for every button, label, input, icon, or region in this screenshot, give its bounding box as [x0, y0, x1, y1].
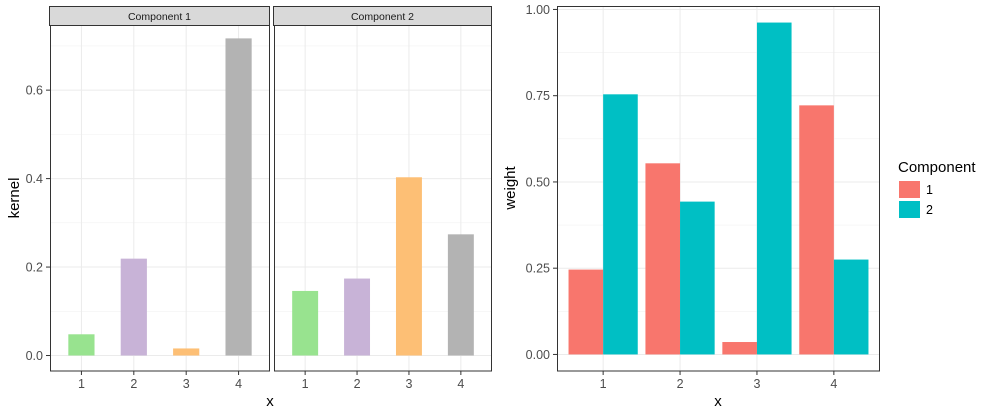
kernel-x-axis-title: x — [266, 393, 274, 410]
x-tick-label: 1 — [302, 377, 309, 391]
bar-series-2-x-1 — [603, 94, 638, 355]
legend-title: Component — [898, 159, 976, 176]
weight-grouped-chart: 1 2 3 4 0.00 0.25 0.50 0.75 1.00 x weight — [502, 3, 880, 410]
bar-component-1-x-3 — [173, 348, 200, 356]
bar-component-2-x-2 — [344, 278, 371, 356]
x-tick-label: 4 — [830, 377, 837, 391]
x-tick-label: 2 — [354, 377, 361, 391]
panel-border — [557, 6, 880, 372]
x-tick-label: 4 — [457, 377, 464, 391]
y-tick-label: 0.50 — [526, 175, 550, 189]
bar-component-1-x-4 — [225, 38, 252, 356]
bar-series-2-x-4 — [833, 259, 869, 355]
y-tick-label: 0.6 — [26, 84, 43, 98]
x-tick-label: 3 — [183, 377, 190, 391]
x-tick-label: 3 — [405, 377, 412, 391]
x-tick-label: 2 — [677, 377, 684, 391]
y-tick-label: 0.00 — [526, 348, 550, 362]
bar-series-1-x-2 — [645, 163, 681, 355]
kernel-y-axis-title: kernel — [6, 178, 23, 219]
legend-key-1 — [899, 181, 920, 198]
x-tick-label: 2 — [130, 377, 137, 391]
bar-component-2-x-1 — [292, 290, 319, 356]
kernel-y-axis: 0.0 0.2 0.4 0.6 — [26, 84, 50, 363]
legend-label-2: 2 — [926, 203, 933, 217]
y-tick-label: 0.0 — [26, 349, 43, 363]
bar-series-2-x-3 — [756, 22, 792, 355]
panel-border — [274, 25, 492, 372]
bar-series-2-x-2 — [680, 201, 715, 355]
bar-component-1-x-2 — [120, 258, 147, 356]
facet-panel-1: 1 2 3 4 — [50, 25, 270, 391]
y-tick-label: 1.00 — [526, 3, 550, 17]
y-tick-label: 0.25 — [526, 262, 550, 276]
facet-strip-1-label: Component 1 — [128, 11, 191, 23]
y-tick-label: 0.75 — [526, 89, 550, 103]
weight-y-axis: 0.00 0.25 0.50 0.75 1.00 — [526, 3, 557, 362]
x-tick-label: 3 — [753, 377, 760, 391]
weight-y-axis-title: weight — [502, 165, 519, 210]
x-tick-label: 1 — [78, 377, 85, 391]
bar-component-2-x-4 — [447, 234, 474, 356]
bar-series-1-x-1 — [568, 269, 604, 355]
bar-series-1-x-3 — [722, 342, 757, 355]
legend: Component 1 2 — [898, 159, 976, 218]
bar-series-1-x-4 — [799, 105, 834, 355]
y-tick-label: 0.4 — [26, 172, 43, 186]
x-tick-label: 1 — [600, 377, 607, 391]
kernel-facet-chart: Component 1 Component 2 1 2 3 4 1 2 3 4 0.0 0.2… — [6, 6, 492, 410]
panel-border — [50, 25, 270, 372]
legend-label-1: 1 — [926, 183, 933, 197]
y-tick-label: 0.2 — [26, 261, 43, 275]
x-tick-label: 4 — [235, 377, 242, 391]
legend-key-2 — [899, 201, 920, 218]
weight-panel: 1 2 3 4 — [557, 6, 880, 391]
facet-strip-2-label: Component 2 — [351, 11, 414, 23]
facet-panel-2: 1 2 3 4 — [274, 25, 492, 391]
bar-component-2-x-3 — [395, 177, 422, 356]
weight-x-axis-title: x — [714, 393, 722, 410]
bar-component-1-x-1 — [68, 334, 95, 356]
